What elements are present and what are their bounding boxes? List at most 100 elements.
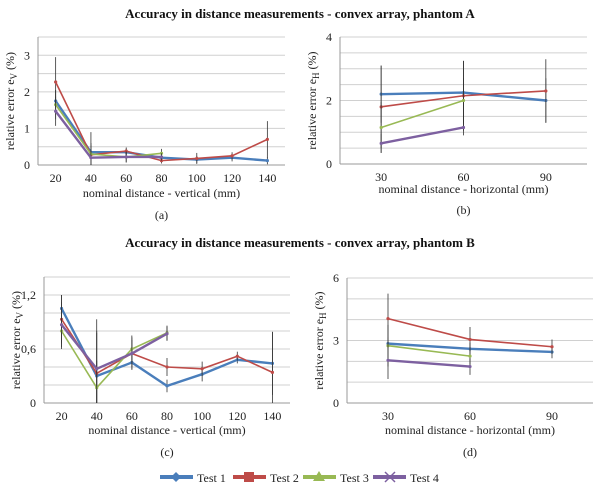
data-point	[468, 354, 472, 358]
legend: Test 1 Test 2 Test 3 Test 4	[160, 471, 439, 485]
x-axis-label: nominal distance - vertical (mm)	[88, 423, 245, 437]
series-line	[380, 126, 464, 145]
data-point	[379, 125, 383, 130]
y-tick-label: 1	[24, 121, 30, 135]
x-tick-label: 30	[382, 409, 394, 423]
x-tick-label: 40	[91, 409, 103, 423]
x-tick-label: 120	[228, 409, 246, 423]
y-axis-label-main: relative error e	[312, 319, 326, 390]
x-tick-label: 140	[263, 409, 281, 423]
data-point	[265, 159, 269, 163]
data-point	[544, 89, 548, 93]
x-tick-label: 90	[546, 409, 558, 423]
y-axis-label-subscript: V	[15, 311, 25, 318]
chart-c: 0 0,6 1,2 20 40 60 80 100 120 140 nominal distance…	[9, 276, 290, 459]
y-axis-label-main: relative error e	[9, 318, 23, 389]
data-point	[230, 154, 234, 158]
data-point	[550, 345, 554, 349]
y-axis-label-unit: (%)	[312, 291, 326, 312]
data-point	[200, 367, 204, 371]
data-point	[379, 141, 383, 145]
y-axis-label-unit: (%)	[3, 52, 17, 73]
series-line	[54, 110, 162, 159]
data-point	[165, 332, 169, 336]
y-tick-label: 2	[326, 94, 332, 108]
data-point	[165, 365, 169, 369]
x-tick-label: 20	[50, 171, 62, 185]
y-tick-label: 0	[326, 157, 332, 171]
y-tick-label: 4	[326, 30, 332, 44]
title-phantom-b: Accuracy in distance measurements - conv…	[125, 235, 475, 250]
data-point	[95, 367, 99, 371]
series-test-3	[54, 90, 164, 165]
x-tick-label: 140	[258, 171, 276, 185]
y-axis-label: relative error eH (%)	[305, 51, 321, 149]
x-tick-label: 40	[85, 171, 97, 185]
x-tick-label: 30	[375, 170, 387, 184]
x-tick-label: 80	[161, 409, 173, 423]
y-tick-label: 0	[30, 396, 36, 410]
x-marker-icon	[384, 471, 396, 483]
series-test-4	[379, 119, 466, 153]
legend-item: Test 4	[373, 471, 439, 485]
y-axis-label: relative error eV (%)	[9, 291, 25, 389]
y-tick-label: 2	[24, 85, 30, 99]
y-axis-label-main: relative error e	[3, 79, 17, 150]
y-axis-label-subscript: H	[318, 312, 328, 319]
x-tick-label: 60	[458, 170, 470, 184]
series-line	[380, 99, 464, 129]
panel-label: (b)	[457, 203, 471, 217]
data-point	[59, 323, 64, 327]
square-marker-icon	[244, 472, 254, 482]
series-test-2	[386, 293, 554, 355]
y-axis-label-unit: (%)	[305, 51, 319, 72]
series-line	[54, 104, 162, 158]
legend-item: Test 2	[233, 471, 299, 485]
y-axis-label: relative error eV (%)	[3, 52, 19, 150]
x-axis-label: nominal distance - vertical (mm)	[83, 186, 240, 200]
series-test-3	[59, 313, 169, 403]
legend-label: Test 3	[340, 471, 369, 485]
chart-a: 0 1 2 3 20 40 60 80 100 120 140 nominal distance - …	[3, 36, 285, 222]
series-line	[387, 359, 471, 368]
y-axis-label-main: relative error e	[305, 79, 319, 150]
data-point	[89, 156, 93, 160]
data-point	[159, 155, 164, 159]
data-point	[386, 358, 390, 362]
data-point	[265, 137, 269, 141]
x-tick-label: 100	[188, 171, 206, 185]
panel-label: (a)	[155, 208, 168, 222]
data-point	[124, 155, 128, 159]
legend-item: Test 1	[160, 471, 226, 485]
data-point	[270, 370, 275, 374]
x-axis-label: nominal distance - horizontal (mm)	[385, 423, 555, 437]
x-tick-label: 90	[540, 170, 552, 184]
x-tick-label: 60	[464, 409, 476, 423]
data-point	[124, 149, 128, 153]
series-test-3	[379, 78, 466, 153]
series-line	[387, 344, 471, 357]
panel-label: (d)	[463, 445, 477, 459]
data-point	[468, 364, 472, 369]
x-tick-label: 100	[193, 409, 211, 423]
y-tick-label: 1,2	[21, 288, 36, 302]
data-point	[54, 80, 58, 84]
y-tick-label: 0	[333, 396, 339, 410]
y-tick-label: 6	[333, 271, 339, 285]
legend-label: Test 2	[270, 471, 299, 485]
data-point	[235, 354, 239, 358]
data-point	[386, 317, 390, 321]
y-tick-label: 0	[24, 158, 30, 172]
data-point	[461, 125, 466, 130]
data-point	[195, 156, 199, 161]
x-axis-label: nominal distance - horizontal (mm)	[379, 182, 549, 196]
data-point	[130, 351, 134, 356]
y-axis-label-unit: (%)	[9, 291, 23, 312]
triangle-marker-icon	[313, 471, 325, 481]
series-test-4	[386, 341, 472, 380]
x-tick-label: 120	[223, 171, 241, 185]
legend-item: Test 3	[303, 471, 369, 485]
y-tick-label: 3	[24, 48, 30, 62]
y-axis-label: relative error eH (%)	[312, 291, 328, 389]
